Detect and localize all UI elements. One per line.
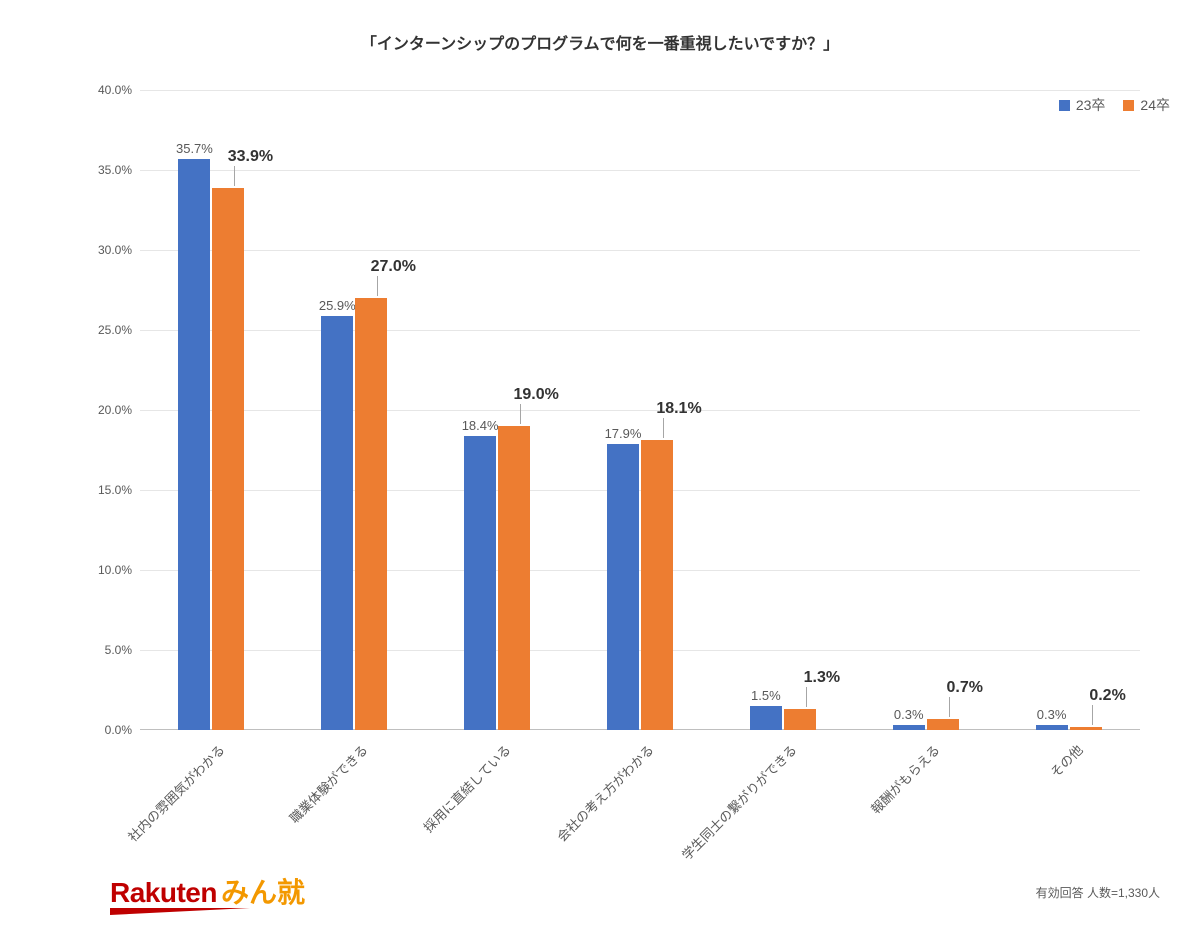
y-tick-label: 30.0%: [98, 243, 132, 257]
category-label: 学生同士の繋がりができる: [677, 740, 801, 864]
brand-logo: Rakuten みん就: [110, 871, 305, 911]
y-tick-label: 15.0%: [98, 483, 132, 497]
category-label: 社内の雰囲気がわかる: [123, 740, 228, 845]
grid-line: [140, 250, 1140, 251]
value-label-emphasized: 27.0%: [371, 258, 416, 276]
bar: [464, 436, 496, 730]
category-label: 報酬がもらえる: [866, 740, 944, 818]
bar: [321, 316, 353, 730]
grid-line: [140, 570, 1140, 571]
sample-size-note: 有効回答 人数=1,330人: [1036, 884, 1160, 901]
bar: [1070, 727, 1102, 730]
leader-line: [234, 166, 235, 186]
grid-line: [140, 490, 1140, 491]
y-tick-label: 40.0%: [98, 83, 132, 97]
logo-rakuten-text: Rakuten: [110, 877, 217, 909]
grid-line: [140, 410, 1140, 411]
leader-line: [949, 697, 950, 717]
bar: [607, 444, 639, 730]
value-label: 35.7%: [176, 141, 213, 156]
y-tick-label: 35.0%: [98, 163, 132, 177]
category-label: 採用に直結している: [419, 740, 515, 836]
category-label: その他: [1045, 740, 1086, 781]
bar: [178, 159, 210, 730]
footer: Rakuten みん就 有効回答 人数=1,330人: [0, 861, 1200, 921]
category-label: 会社の考え方がわかる: [552, 740, 657, 845]
value-label-emphasized: 0.7%: [946, 679, 982, 697]
x-axis-baseline: [140, 729, 1140, 730]
leader-line: [377, 276, 378, 296]
category-label: 職業体験ができる: [285, 740, 372, 827]
bar: [1036, 725, 1068, 730]
bar: [212, 188, 244, 730]
grid-line: [140, 650, 1140, 651]
grid-line: [140, 170, 1140, 171]
plot-area: 0.0%5.0%10.0%15.0%20.0%25.0%30.0%35.0%40…: [140, 90, 1140, 730]
value-label: 25.9%: [319, 298, 356, 313]
value-label: 0.3%: [894, 707, 924, 722]
bar: [927, 719, 959, 730]
value-label-emphasized: 19.0%: [513, 386, 558, 404]
y-tick-label: 20.0%: [98, 403, 132, 417]
bar: [355, 298, 387, 730]
value-label: 17.9%: [605, 426, 642, 441]
bar: [750, 706, 782, 730]
bar: [641, 440, 673, 730]
bar: [784, 709, 816, 730]
value-label-emphasized: 0.2%: [1089, 687, 1125, 705]
bar: [498, 426, 530, 730]
y-tick-label: 0.0%: [105, 723, 132, 737]
chart-container: 0.0% 5.0% 10.0% 15.0% 20.0% 25.0% 30.0% 35.0% 40…: [80, 70, 1160, 750]
y-tick-label: 10.0%: [98, 563, 132, 577]
grid-line: [140, 90, 1140, 91]
value-label: 1.5%: [751, 688, 781, 703]
logo-minshu-text: みん就: [221, 871, 305, 911]
bar: [893, 725, 925, 730]
value-label-emphasized: 18.1%: [656, 400, 701, 418]
value-label: 18.4%: [462, 418, 499, 433]
y-tick-label: 5.0%: [105, 643, 132, 657]
value-label-emphasized: 33.9%: [228, 148, 273, 166]
leader-line: [806, 687, 807, 707]
y-tick-label: 25.0%: [98, 323, 132, 337]
leader-line: [663, 418, 664, 438]
chart-title: 「インターンシップのプログラムで何を一番重視したいですか？」: [0, 0, 1200, 64]
grid-line: [140, 330, 1140, 331]
value-label: 0.3%: [1037, 707, 1067, 722]
leader-line: [1092, 705, 1093, 725]
value-label-emphasized: 1.3%: [804, 669, 840, 687]
leader-line: [520, 404, 521, 424]
